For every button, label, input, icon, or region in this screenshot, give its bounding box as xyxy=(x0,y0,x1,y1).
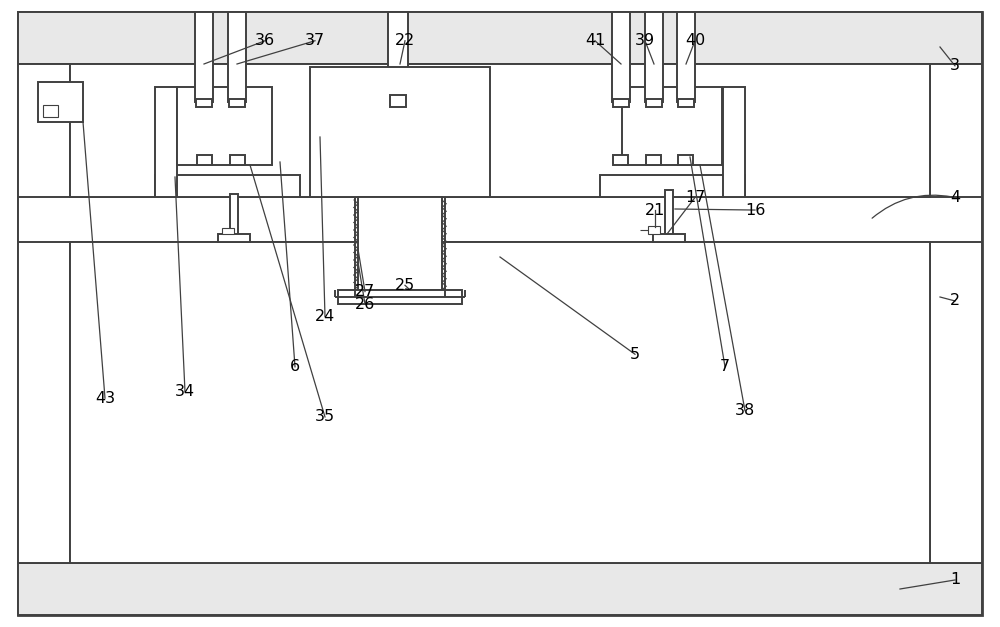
Text: 40: 40 xyxy=(685,33,705,48)
Text: 16: 16 xyxy=(745,203,765,218)
Bar xyxy=(677,12,695,102)
Bar xyxy=(230,194,238,242)
Text: 35: 35 xyxy=(315,409,335,424)
Text: 26: 26 xyxy=(355,297,375,312)
Text: 36: 36 xyxy=(255,33,275,48)
Bar xyxy=(18,64,70,563)
Bar xyxy=(338,290,462,304)
Bar xyxy=(648,226,660,234)
Bar xyxy=(358,197,442,290)
Text: 17: 17 xyxy=(685,190,705,205)
Bar xyxy=(230,155,245,165)
Text: 3: 3 xyxy=(950,58,960,73)
Bar xyxy=(197,155,212,165)
Text: 41: 41 xyxy=(585,33,605,48)
Text: 7: 7 xyxy=(720,359,730,374)
Text: 39: 39 xyxy=(635,33,655,48)
Text: 43: 43 xyxy=(95,391,115,406)
Text: 2: 2 xyxy=(950,293,960,308)
Bar xyxy=(18,197,982,242)
Text: 25: 25 xyxy=(395,278,415,293)
Bar xyxy=(70,242,930,563)
Bar xyxy=(678,99,694,107)
Bar xyxy=(195,12,213,102)
Bar xyxy=(613,99,629,107)
Text: 37: 37 xyxy=(305,33,325,48)
Bar xyxy=(646,99,662,107)
Bar xyxy=(70,64,930,197)
Bar xyxy=(229,99,245,107)
Bar xyxy=(930,64,982,563)
Bar xyxy=(196,99,212,107)
Text: 5: 5 xyxy=(630,347,640,362)
Bar xyxy=(612,12,630,102)
Text: 6: 6 xyxy=(290,359,300,374)
Bar xyxy=(228,12,246,102)
Bar xyxy=(222,228,234,234)
Bar xyxy=(622,87,722,165)
Bar xyxy=(388,12,408,102)
Bar xyxy=(218,234,250,242)
Bar xyxy=(177,87,272,165)
Text: 4: 4 xyxy=(950,190,960,205)
Text: 22: 22 xyxy=(395,33,415,48)
Bar xyxy=(600,175,745,197)
Bar xyxy=(646,155,661,165)
Bar xyxy=(723,87,745,197)
Bar xyxy=(310,67,490,197)
Bar xyxy=(613,155,628,165)
Text: 34: 34 xyxy=(175,384,195,399)
Text: 38: 38 xyxy=(735,403,755,418)
Bar xyxy=(18,12,982,64)
Text: 1: 1 xyxy=(950,572,960,587)
Bar xyxy=(390,95,406,107)
Text: 27: 27 xyxy=(355,284,375,299)
Bar xyxy=(155,175,300,197)
Bar xyxy=(38,82,83,122)
Bar xyxy=(18,563,982,615)
Bar xyxy=(665,190,673,242)
Bar xyxy=(653,234,685,242)
Bar xyxy=(645,12,663,102)
Bar xyxy=(678,155,693,165)
Bar xyxy=(43,105,58,117)
Bar xyxy=(155,87,177,197)
Text: 21: 21 xyxy=(645,203,665,218)
Text: 24: 24 xyxy=(315,309,335,324)
